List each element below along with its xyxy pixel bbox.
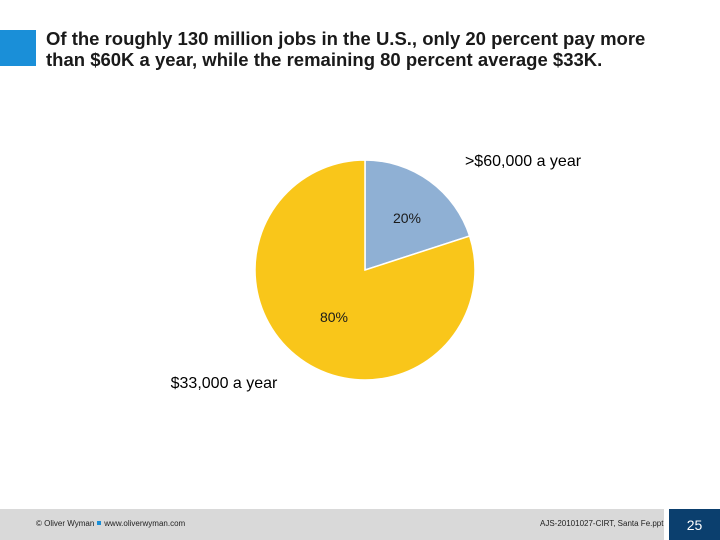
pie-category-label-over-60k: >$60,000 a year [465, 153, 582, 170]
pie-category-label-avg-33k: $33,000 a year [171, 375, 278, 392]
footer-separator-icon [97, 521, 102, 525]
pie-data-label-avg-33k: 80% [320, 309, 348, 325]
title-accent-block [0, 30, 36, 66]
footer-bar [0, 509, 664, 540]
footer-credits: © Oliver Wyman www.oliverwyman.com [36, 519, 185, 528]
footer-copyright: © Oliver Wyman [36, 519, 95, 528]
pie-slice-over-60k [364, 159, 471, 272]
pie-data-label-over-60k: 20% [393, 210, 421, 226]
footer-file-reference: AJS-20101027-CIRT, Santa Fe.ppt [540, 519, 664, 528]
pie-slice-avg-33k [254, 159, 476, 381]
slide-title: Of the roughly 130 million jobs in the U… [46, 28, 646, 70]
page-number: 25 [669, 509, 720, 540]
footer-website: www.oliverwyman.com [104, 519, 186, 528]
